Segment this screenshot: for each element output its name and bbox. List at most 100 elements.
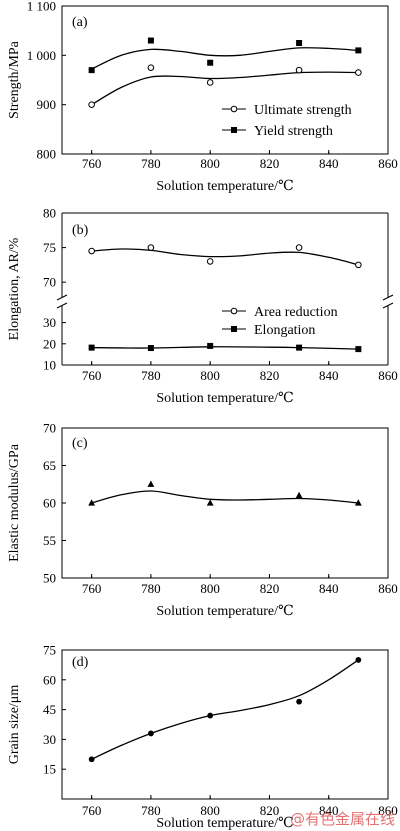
data-point: [295, 66, 303, 74]
y-tick-label: 60: [43, 672, 56, 687]
data-point: [355, 346, 362, 353]
data-point: [355, 47, 362, 54]
series-line: [91, 71, 359, 106]
x-tick-label: 800: [200, 156, 220, 171]
y-tick-label: 80: [43, 206, 56, 221]
x-tick-label: 780: [141, 368, 161, 383]
x-tick-label: 800: [200, 803, 220, 818]
series-0: [88, 64, 362, 108]
y-tick-label: 900: [37, 97, 57, 112]
chart-panel-d: 760 780 800 820 840 860 15 30 45 60 75 Solution tem…: [7, 643, 398, 831]
y-axis-title: Elastic modulus/GPa: [7, 443, 22, 562]
y-tick-label: 75: [43, 643, 56, 658]
y-tick-label: 50: [43, 571, 56, 586]
legend-marker: [230, 105, 238, 113]
data-point: [296, 344, 303, 351]
data-point: [147, 480, 155, 487]
legend: Ultimate strength Yield strength: [222, 103, 352, 139]
legend-marker: [231, 127, 237, 133]
data-point: [296, 40, 303, 46]
legend-label: Yield strength: [254, 124, 333, 139]
x-tick-label: 840: [319, 803, 339, 818]
x-tick-label: 860: [378, 803, 398, 818]
y-tick-label: 70: [43, 275, 56, 290]
panel-label: (c): [72, 436, 88, 451]
panel-label: (b): [72, 223, 89, 238]
plot-frame: [61, 5, 389, 155]
legend-marker: [230, 307, 238, 315]
x-tick-label: 800: [200, 581, 220, 596]
data-point: [88, 247, 95, 255]
x-tick-label: 760: [82, 368, 102, 383]
y-axis-title: Strength/MPa: [7, 40, 22, 119]
legend-label: Ultimate strength: [254, 103, 352, 118]
data-point: [147, 64, 155, 71]
y-tick-label: 10: [43, 358, 56, 373]
series-line: [91, 248, 359, 266]
data-point: [207, 712, 214, 719]
chart-panel-b: 760 780 800 820 840 860 70 75 80 10 20 30 Solution t…: [7, 206, 398, 407]
x-tick-label: 760: [82, 156, 102, 171]
data-point: [147, 244, 155, 251]
x-tick-label: 760: [82, 803, 102, 818]
data-point: [355, 69, 362, 76]
x-tick-label: 760: [82, 581, 102, 596]
legend-marker: [231, 326, 237, 332]
x-tick-label: 820: [260, 156, 280, 171]
data-point: [207, 59, 214, 66]
x-tick-label: 840: [319, 581, 339, 596]
x-tick-label: 820: [260, 368, 280, 383]
legend: Area reduction Elongation: [222, 305, 338, 338]
legend-label: Elongation: [254, 323, 315, 338]
x-tick-label: 780: [141, 581, 161, 596]
data-point: [355, 657, 362, 663]
x-tick-label: 780: [141, 803, 161, 818]
y-tick-label: 75: [43, 240, 56, 255]
data-point: [147, 345, 154, 352]
data-point: [295, 244, 303, 251]
x-tick-label: 840: [319, 368, 339, 383]
y-tick-label: 70: [43, 421, 56, 436]
data-point: [354, 499, 362, 506]
x-tick-label: 860: [378, 156, 398, 171]
data-point: [88, 756, 95, 763]
axis-break-mark: [56, 302, 68, 309]
axis-break-mark: [382, 302, 394, 309]
series-line: [91, 659, 359, 760]
data-point: [207, 342, 214, 349]
series-line: [91, 490, 359, 504]
y-tick-label: 60: [43, 496, 56, 511]
x-tick-label: 780: [141, 156, 161, 171]
x-axis-title: Solution temperature/℃: [156, 604, 293, 619]
y-tick-label: 15: [43, 762, 56, 777]
data-point: [148, 730, 154, 737]
x-tick-label: 860: [378, 368, 398, 383]
series-1: [88, 37, 362, 74]
series-0: [88, 657, 362, 763]
data-point: [88, 499, 96, 506]
y-tick-label: 55: [43, 533, 56, 548]
panel-label: (d): [72, 655, 89, 670]
data-point: [88, 344, 95, 351]
x-tick-label: 820: [260, 803, 280, 818]
chart-panel-a: 760 780 800 820 840 860 800 900 1 000 1 100 Soluti…: [7, 0, 398, 194]
y-tick-label: 1 000: [27, 48, 56, 63]
x-tick-label: 800: [200, 368, 220, 383]
y-tick-label: 1 100: [27, 0, 56, 14]
panel-label: (a): [72, 15, 88, 30]
legend-label: Area reduction: [254, 305, 338, 320]
data-point: [147, 37, 154, 44]
y-tick-label: 45: [43, 702, 56, 717]
watermark: @有色金属在线: [290, 810, 395, 828]
y-tick-label: 800: [37, 147, 57, 162]
data-point: [206, 79, 214, 86]
data-point: [206, 499, 214, 506]
axis-break-mark: [382, 294, 394, 301]
y-tick-label: 30: [43, 732, 56, 747]
series-line: [91, 346, 359, 350]
x-tick-label: 840: [319, 156, 339, 171]
axis-break-mark: [56, 294, 68, 301]
y-axis-title: Grain size/μm: [7, 685, 22, 765]
x-axis-title: Solution temperature/℃: [156, 816, 293, 831]
